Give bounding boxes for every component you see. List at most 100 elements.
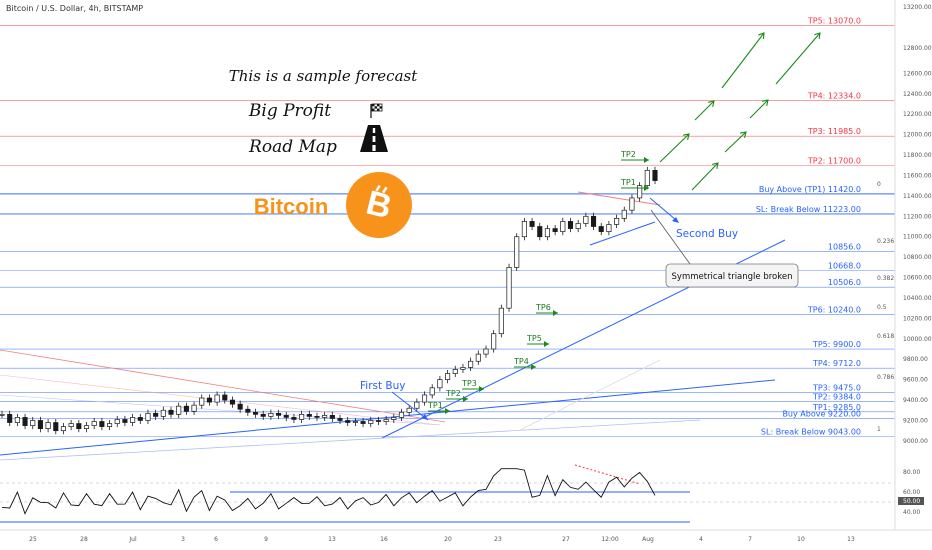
candle-body bbox=[606, 224, 612, 232]
candle-body bbox=[575, 223, 581, 229]
candle-body bbox=[206, 397, 212, 403]
fib-label: 0.236 bbox=[877, 238, 894, 245]
level-label: SL: Break Below 11223.00 bbox=[756, 205, 861, 214]
price-tick-label: 10200.00 bbox=[903, 315, 932, 322]
candle-body bbox=[306, 414, 312, 417]
forecast-arrowhead bbox=[708, 100, 715, 107]
road-icon bbox=[360, 125, 388, 152]
candle-body bbox=[229, 399, 236, 405]
first-buy-annotation: First Buy bbox=[360, 380, 429, 421]
candle-body bbox=[252, 411, 259, 415]
rsi-panel bbox=[0, 464, 895, 523]
candle-body bbox=[299, 414, 305, 420]
candle-body bbox=[352, 421, 358, 423]
tp-marker-label: TP6 bbox=[535, 303, 551, 312]
trendline bbox=[0, 349, 446, 423]
candle-body bbox=[291, 417, 297, 420]
candle-body bbox=[383, 419, 389, 422]
candle-body bbox=[529, 221, 535, 227]
price-tick-label: 9000.00 bbox=[903, 438, 928, 445]
candle-body bbox=[107, 423, 113, 427]
forecast-arrows bbox=[659, 32, 821, 191]
fib-label: 1 bbox=[877, 426, 881, 433]
candle-body bbox=[168, 409, 174, 415]
trendline bbox=[0, 374, 441, 426]
price-series bbox=[0, 166, 658, 435]
price-tick-label: 9600.00 bbox=[903, 377, 928, 384]
price-tick-label: 13200.00 bbox=[903, 4, 932, 11]
date-tick-label: 25 bbox=[29, 536, 37, 543]
svg-text:Second Buy: Second Buy bbox=[676, 228, 738, 240]
candle-body bbox=[37, 420, 43, 429]
candle-body bbox=[468, 360, 474, 368]
candle-body bbox=[637, 185, 643, 199]
date-tick-label: 3 bbox=[181, 536, 185, 543]
candle-body bbox=[45, 422, 51, 429]
rsi-tick-label: 40.00 bbox=[903, 509, 920, 516]
trendline bbox=[0, 394, 441, 426]
price-tick-label: 10600.00 bbox=[903, 275, 932, 282]
price-tick-label: 11800.00 bbox=[903, 152, 932, 159]
date-tick-label: 16 bbox=[380, 536, 388, 543]
forecast-arrow bbox=[749, 99, 769, 119]
forecast-arrow bbox=[659, 133, 690, 163]
date-tick-label: 27 bbox=[562, 536, 570, 543]
date-tick-label: 10 bbox=[797, 536, 805, 543]
candle-body bbox=[345, 420, 351, 423]
price-tick-label: 12200.00 bbox=[903, 111, 932, 118]
price-tick-label: 9400.00 bbox=[903, 397, 928, 404]
candle-body bbox=[245, 408, 251, 413]
checkered-flag-icon bbox=[370, 103, 383, 118]
candle-body bbox=[329, 415, 335, 419]
level-label: TP4: 12334.0 bbox=[807, 92, 861, 101]
tp-marker-label: TP5 bbox=[526, 334, 542, 343]
candle-body bbox=[398, 411, 405, 418]
candle-body bbox=[406, 407, 412, 413]
candle-body bbox=[191, 404, 197, 412]
price-tick-label: 11400.00 bbox=[903, 193, 932, 200]
trendline bbox=[519, 359, 661, 431]
rsi-line bbox=[1, 468, 656, 515]
candle-body bbox=[130, 417, 136, 423]
tp-marker-arrowhead bbox=[644, 157, 649, 163]
fib-label: 0.5 bbox=[877, 304, 887, 311]
candle-body bbox=[183, 405, 189, 412]
level-label: TP4: 9712.0 bbox=[812, 359, 861, 368]
date-tick-label: 13 bbox=[847, 536, 855, 543]
candle-body bbox=[544, 228, 550, 238]
candle-body bbox=[514, 236, 520, 268]
tp-marker-arrowhead bbox=[544, 341, 549, 347]
candle-body bbox=[552, 228, 558, 232]
level-label: TP2: 11700.0 bbox=[807, 156, 861, 165]
trendline bbox=[589, 221, 656, 246]
price-tick-label: 11200.00 bbox=[903, 213, 932, 220]
rsi-divergence-line bbox=[574, 464, 641, 485]
candle-body bbox=[22, 417, 28, 426]
level-label: TP5: 13070.0 bbox=[807, 16, 861, 25]
tp-marker-arrowhead bbox=[531, 364, 536, 370]
candle-body bbox=[375, 420, 381, 422]
candle-body bbox=[506, 266, 512, 309]
level-label: TP5: 9900.0 bbox=[812, 340, 861, 349]
candle-body bbox=[452, 369, 458, 374]
tp-marker-label: TP1 bbox=[620, 178, 636, 187]
forecast-arrowhead bbox=[683, 133, 690, 140]
rsi-tick-label: 50.00 bbox=[903, 498, 920, 505]
candle-body bbox=[260, 414, 266, 417]
candle-body bbox=[521, 221, 527, 238]
forecast-arrow bbox=[691, 162, 719, 191]
candle-body bbox=[498, 307, 504, 335]
trendline bbox=[0, 379, 776, 456]
candle-body bbox=[30, 420, 36, 426]
candle-body bbox=[537, 226, 543, 238]
date-tick-label: 4 bbox=[699, 536, 703, 543]
price-tick-label: 10000.00 bbox=[903, 336, 932, 343]
date-tick-label: Jul bbox=[128, 536, 137, 543]
candle-body bbox=[268, 412, 274, 417]
level-label: TP6: 10240.0 bbox=[807, 305, 861, 314]
rsi-tick-label: 80.00 bbox=[903, 469, 920, 476]
candle-body bbox=[176, 405, 182, 415]
candle-body bbox=[421, 394, 428, 403]
candle-body bbox=[445, 373, 451, 380]
